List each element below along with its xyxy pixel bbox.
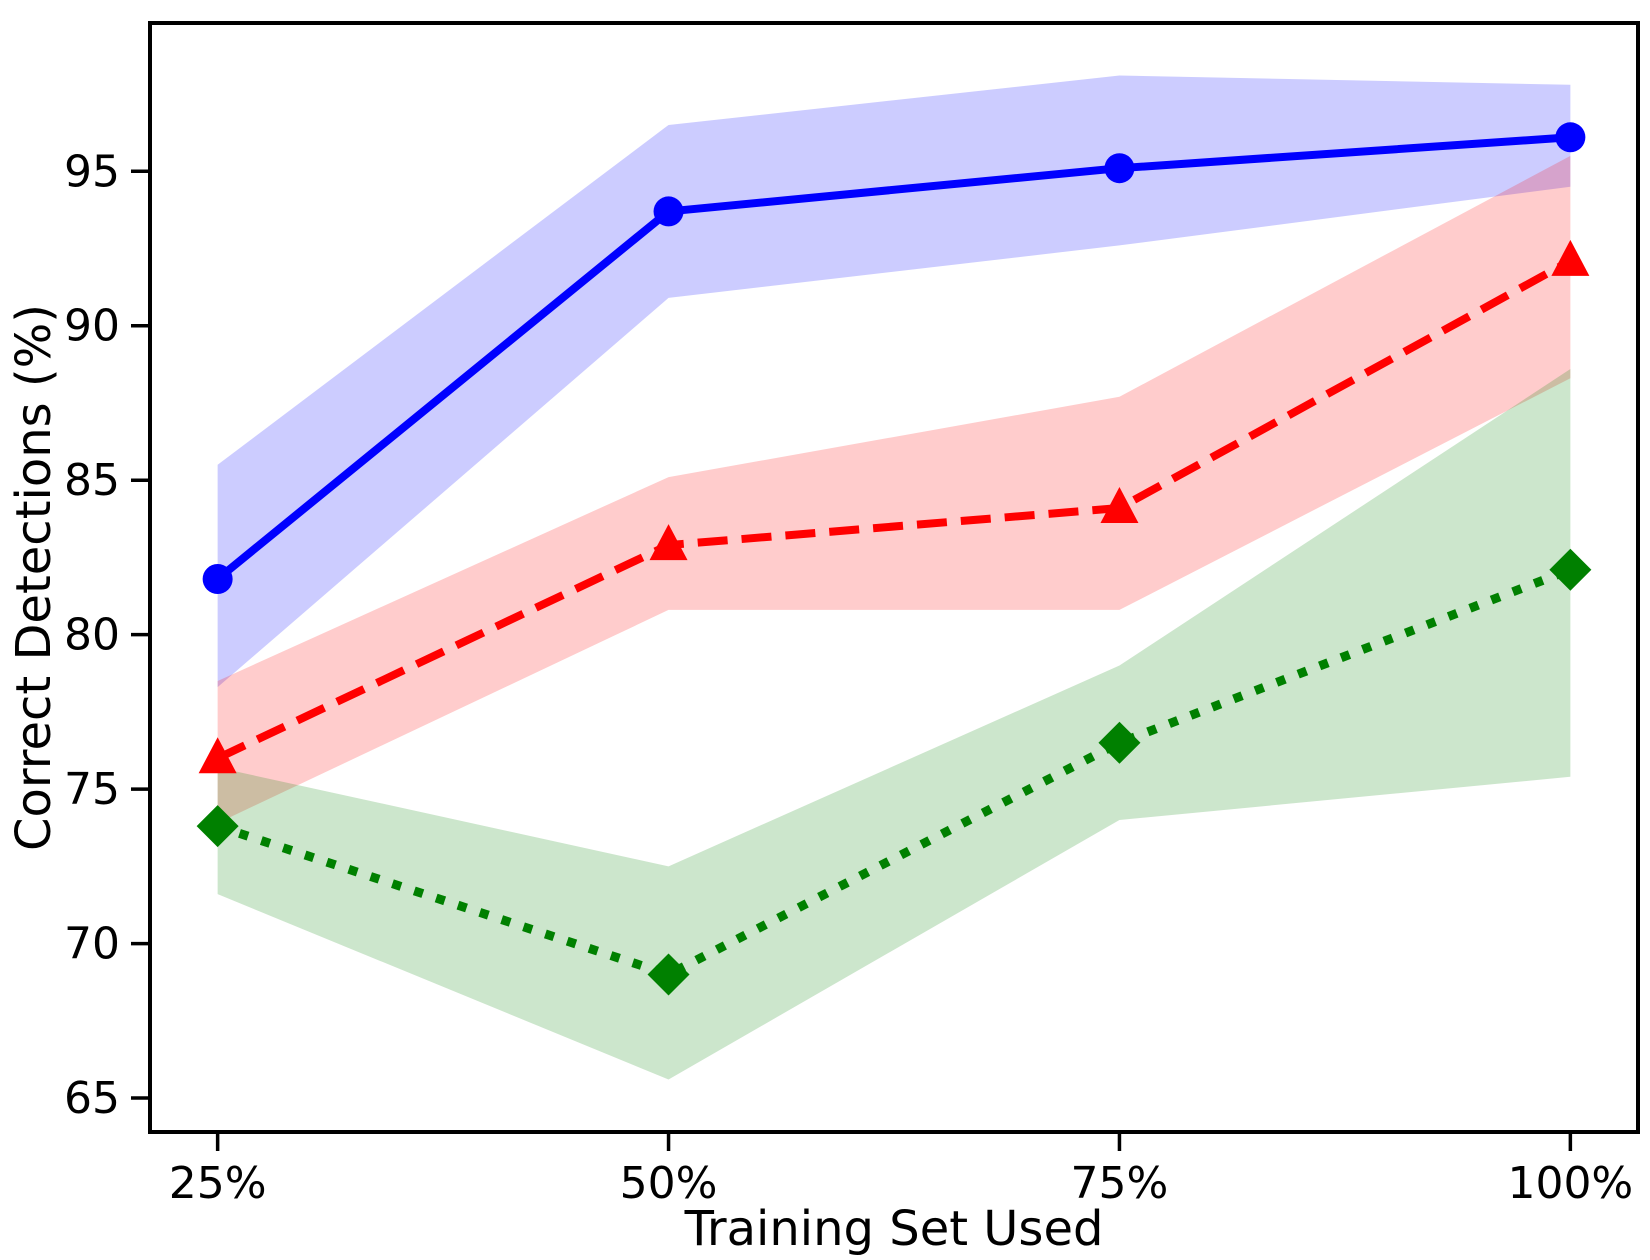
marker-triangle-red-dashed-triangle-2 [1100,486,1139,523]
confidence-band-red-dashed-triangle [217,155,1571,824]
marker-diamond-green-dotted-diamond-1 [647,953,690,996]
y-tick-label: 65 [64,1073,120,1124]
marker-circle-blue-solid-circle-1 [653,196,684,227]
x-axis-label: Training Set Used [684,1201,1104,1257]
marker-circle-blue-solid-circle-3 [1555,122,1586,153]
x-tick-label: 100% [1507,1158,1633,1209]
line-blue-solid-circle [215,133,1571,583]
marker-circle-blue-solid-circle-2 [1104,153,1135,184]
y-tick-label: 80 [64,610,120,661]
x-tick-label: 75% [1071,1158,1169,1209]
line-red-dashed-triangle [215,257,1573,762]
axes-spines [148,21,1640,1134]
marker-triangle-red-dashed-triangle-3 [1551,239,1590,276]
marker-circle-blue-solid-circle-0 [202,564,233,595]
line-green-dotted-diamond [216,565,1572,979]
x-tick-label: 25% [169,1158,267,1209]
marker-triangle-red-dashed-triangle-1 [649,524,688,561]
marker-diamond-green-dotted-diamond-3 [1549,548,1592,591]
marker-triangle-red-dashed-triangle-0 [198,737,237,774]
marker-diamond-green-dotted-diamond-0 [196,805,239,848]
y-tick-label: 75 [64,764,120,815]
y-tick-label: 70 [64,919,120,970]
y-tick-label: 85 [64,455,120,506]
confidence-band-green-dotted-diamond [217,368,1571,1080]
x-tick-label: 50% [620,1158,718,1209]
marker-diamond-green-dotted-diamond-2 [1098,721,1141,764]
y-tick-label: 90 [64,301,120,352]
y-tick-label: 95 [64,146,120,197]
y-axis-label: Correct Detections (%) [6,304,62,851]
confidence-band-blue-solid-circle [217,75,1571,688]
